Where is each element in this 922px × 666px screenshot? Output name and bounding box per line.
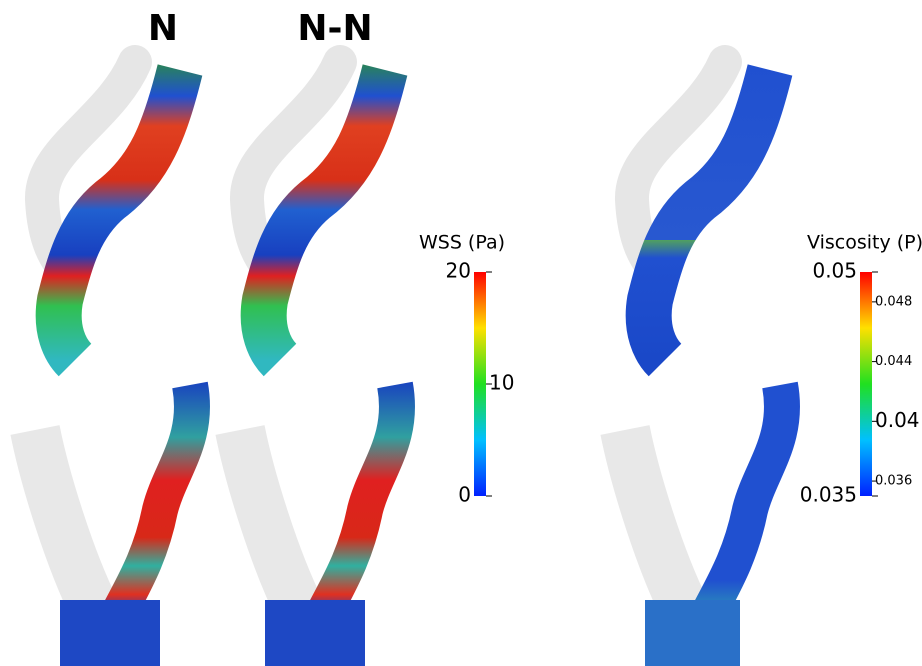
colorbar: Viscosity (P) 0.035 0.04 0.05 0.036 0.044 0.04… [800,232,922,507]
colorbar-label: 10 [489,371,514,395]
vessel-panel [625,62,782,666]
figure: N N-N WSS (Pa) 0 10 20 Viscosity (P) 0.035 0.… [0,0,922,666]
colorbar-title: Viscosity (P) [807,232,922,254]
colorbar-scale [474,272,486,496]
vessel-panel [240,62,397,666]
colorbar-label: 0.036 [875,474,912,489]
vessel-panel [35,62,192,666]
colorbar-label: 0.048 [875,294,912,309]
colorbar-scale [860,272,872,496]
colorbar-label: 0 [458,483,471,507]
panel-title: N-N [297,8,372,49]
colorbar-label: 0.035 [800,483,857,507]
colorbar: WSS (Pa) 0 10 20 [419,232,514,507]
colorbar-label: 0.044 [875,354,912,369]
colorbar-label: 0.04 [875,408,920,432]
colorbar-title: WSS (Pa) [419,232,505,254]
colorbar-label: 20 [446,259,471,283]
panel-title: N [148,8,178,49]
colorbar-label: 0.05 [812,259,857,283]
